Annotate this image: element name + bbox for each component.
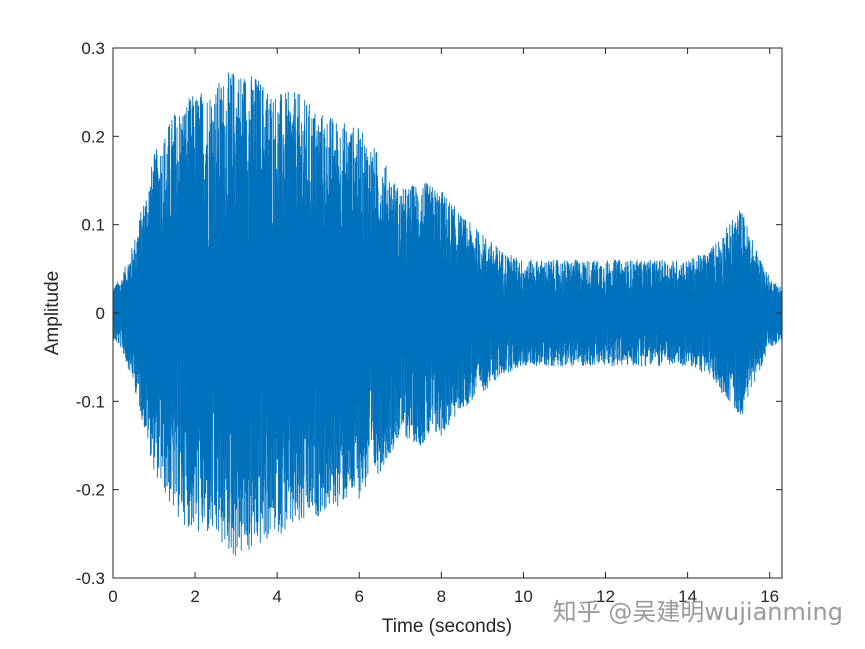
y-tick-label: -0.2	[76, 481, 105, 500]
x-axis-label: Time (seconds)	[382, 616, 512, 637]
x-tick-label: 8	[437, 587, 446, 606]
x-tick-label: 10	[514, 587, 533, 606]
y-tick-label: -0.3	[76, 569, 105, 588]
x-tick-label: 16	[760, 587, 779, 606]
waveform-series	[112, 72, 783, 557]
waveform-line	[112, 72, 783, 557]
y-tick-label: -0.1	[76, 392, 105, 411]
x-tick-label: 14	[678, 587, 697, 606]
y-tick-label: 0.2	[81, 127, 105, 146]
y-tick-label: 0.3	[81, 39, 105, 58]
axis-ticks: 0 2 4 6 8 10 12 14 16 0.3 0.2 0.1 0 -0.1 -0.2 -0.3	[76, 39, 782, 606]
y-tick-label: 0	[96, 304, 105, 323]
x-tick-label: 6	[355, 587, 364, 606]
x-tick-label: 2	[190, 587, 199, 606]
y-tick-label: 0.1	[81, 216, 105, 235]
x-tick-label: 4	[272, 587, 281, 606]
x-tick-label: 12	[596, 587, 615, 606]
y-axis-label: Amplitude	[42, 271, 63, 356]
x-tick-label: 0	[108, 587, 117, 606]
watermark-text: 知乎 @吴建明wujianming	[553, 598, 843, 626]
